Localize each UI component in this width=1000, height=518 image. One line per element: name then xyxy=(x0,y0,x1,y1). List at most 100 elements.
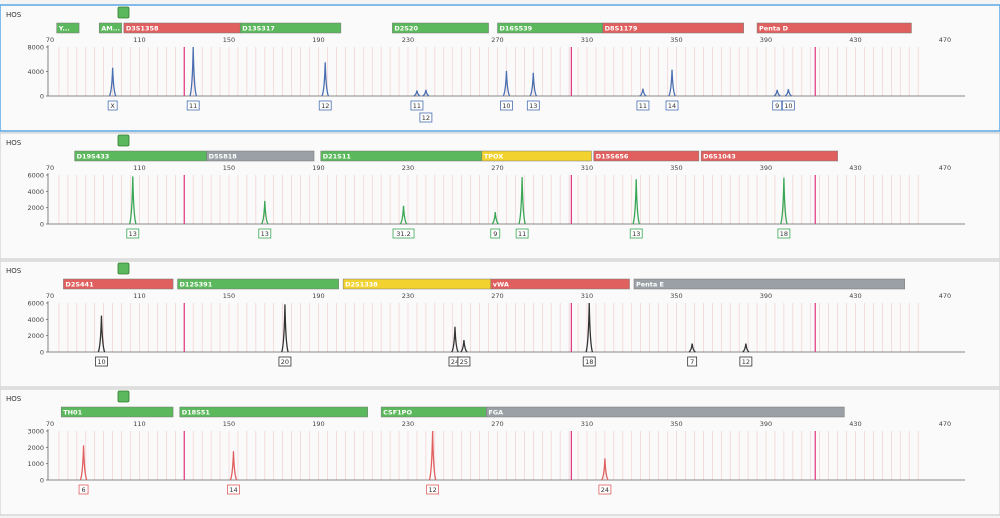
allele-call-box[interactable] xyxy=(419,112,433,123)
allele-peak[interactable] xyxy=(413,90,421,97)
locus-bar[interactable] xyxy=(700,150,838,162)
locus-bar[interactable] xyxy=(486,406,845,418)
locus-label[interactable]: CSF1PO xyxy=(383,409,412,417)
allele-call-box[interactable] xyxy=(318,100,332,111)
allele-call-label[interactable]: 11 xyxy=(639,102,647,110)
allele-peak[interactable] xyxy=(189,46,198,97)
allele-peak[interactable] xyxy=(229,451,238,481)
allele-peak[interactable] xyxy=(668,69,676,97)
locus-label[interactable]: D15S656 xyxy=(596,153,629,161)
allele-call-label[interactable]: 13 xyxy=(261,230,269,238)
allele-call-box[interactable] xyxy=(107,100,118,111)
allele-peak[interactable] xyxy=(518,177,526,225)
allele-peak[interactable] xyxy=(451,326,459,353)
locus-label[interactable]: D21S11 xyxy=(323,153,352,161)
allele-call-label[interactable]: 11 xyxy=(413,102,421,110)
locus-bar[interactable] xyxy=(239,22,342,34)
allele-peak[interactable] xyxy=(632,179,641,225)
panel-toggle-button[interactable] xyxy=(117,390,130,403)
allele-call-box[interactable] xyxy=(500,100,513,111)
locus-label[interactable]: TH01 xyxy=(63,409,82,417)
allele-call-label[interactable]: 14 xyxy=(668,102,676,110)
locus-bar[interactable] xyxy=(593,150,700,162)
allele-call-box[interactable] xyxy=(515,228,529,239)
allele-call-box[interactable] xyxy=(227,484,240,495)
locus-bar[interactable] xyxy=(633,278,905,290)
locus-label[interactable]: D19S433 xyxy=(77,153,110,161)
allele-call-label[interactable]: 31.2 xyxy=(396,230,410,238)
allele-call-label[interactable]: 12 xyxy=(321,102,329,110)
allele-peak[interactable] xyxy=(773,89,781,97)
locus-label[interactable]: Y... xyxy=(58,25,70,33)
panel-toggle-button[interactable] xyxy=(117,262,130,275)
allele-peak[interactable] xyxy=(502,70,511,97)
allele-peak[interactable] xyxy=(422,89,430,97)
locus-label[interactable]: Penta D xyxy=(759,25,789,33)
allele-peak[interactable] xyxy=(688,343,696,353)
allele-peak[interactable] xyxy=(784,89,792,97)
locus-label[interactable]: Penta E xyxy=(636,281,664,289)
allele-call-box[interactable] xyxy=(258,228,272,239)
allele-call-box[interactable] xyxy=(457,356,471,367)
allele-call-box[interactable] xyxy=(777,228,791,239)
locus-label[interactable]: FGA xyxy=(488,409,503,417)
locus-label[interactable]: AM... xyxy=(101,25,120,33)
allele-call-label[interactable]: 13 xyxy=(632,230,640,238)
locus-label[interactable]: D3S1358 xyxy=(126,25,159,33)
allele-call-label[interactable]: 7 xyxy=(690,358,694,366)
allele-call-box[interactable] xyxy=(95,356,108,367)
allele-call-box[interactable] xyxy=(410,100,424,111)
locus-bar[interactable] xyxy=(56,22,80,34)
allele-call-box[interactable] xyxy=(629,228,643,239)
locus-label[interactable]: D2S1338 xyxy=(345,281,378,289)
locus-bar[interactable] xyxy=(179,406,368,418)
allele-call-box[interactable] xyxy=(490,228,501,239)
allele-call-box[interactable] xyxy=(772,100,783,111)
locus-label[interactable]: D18S51 xyxy=(182,409,211,417)
allele-call-label[interactable]: 6 xyxy=(81,486,85,494)
locus-bar[interactable] xyxy=(63,278,174,290)
allele-peak[interactable] xyxy=(742,343,750,353)
allele-peak[interactable] xyxy=(460,340,468,353)
dye-panel-1[interactable]: HOS Y... AM... D3S1358 D13S317 D2S20 D16S539 D8… xyxy=(0,4,1000,132)
allele-peak[interactable] xyxy=(491,212,499,225)
locus-label[interactable]: D6S1043 xyxy=(703,153,736,161)
allele-call-box[interactable] xyxy=(126,228,140,239)
locus-bar[interactable] xyxy=(206,150,315,162)
locus-label[interactable]: D16S539 xyxy=(500,25,533,33)
allele-call-label[interactable]: 10 xyxy=(502,102,510,110)
allele-call-box[interactable] xyxy=(392,228,415,239)
allele-call-box[interactable] xyxy=(526,100,540,111)
locus-label[interactable]: vWA xyxy=(493,281,509,289)
allele-call-label[interactable]: 13 xyxy=(529,102,537,110)
locus-bar[interactable] xyxy=(392,22,489,34)
dye-panel-2[interactable]: HOS D19S433 D5S818 D21S11 TPOX D15S656 D6S1043… xyxy=(0,132,1000,260)
panel-toggle-button[interactable] xyxy=(117,6,130,19)
allele-call-label[interactable]: 13 xyxy=(129,230,137,238)
allele-peak[interactable] xyxy=(601,458,609,481)
allele-peak[interactable] xyxy=(639,88,647,97)
locus-label[interactable]: D5S818 xyxy=(209,153,238,161)
allele-call-box[interactable] xyxy=(665,100,679,111)
allele-call-box[interactable] xyxy=(278,356,292,367)
allele-peak[interactable] xyxy=(108,67,117,97)
allele-peak[interactable] xyxy=(321,62,330,97)
allele-call-box[interactable] xyxy=(687,356,698,367)
allele-call-box[interactable] xyxy=(781,100,795,111)
locus-bar[interactable] xyxy=(481,150,592,162)
allele-peak[interactable] xyxy=(399,205,408,225)
allele-call-label[interactable]: 18 xyxy=(585,358,593,366)
allele-call-label[interactable]: 24 xyxy=(451,358,459,366)
allele-call-label[interactable]: 11 xyxy=(518,230,526,238)
allele-call-box[interactable] xyxy=(186,100,200,111)
allele-call-label[interactable]: 25 xyxy=(460,358,468,366)
allele-call-label[interactable]: 9 xyxy=(493,230,497,238)
allele-call-box[interactable] xyxy=(582,356,596,367)
allele-call-label[interactable]: 12 xyxy=(422,114,430,122)
locus-bar[interactable] xyxy=(177,278,339,290)
allele-call-label[interactable]: 18 xyxy=(780,230,788,238)
allele-peak[interactable] xyxy=(79,445,88,481)
panel-toggle-button[interactable] xyxy=(117,134,130,147)
allele-call-label[interactable]: 10 xyxy=(784,102,792,110)
